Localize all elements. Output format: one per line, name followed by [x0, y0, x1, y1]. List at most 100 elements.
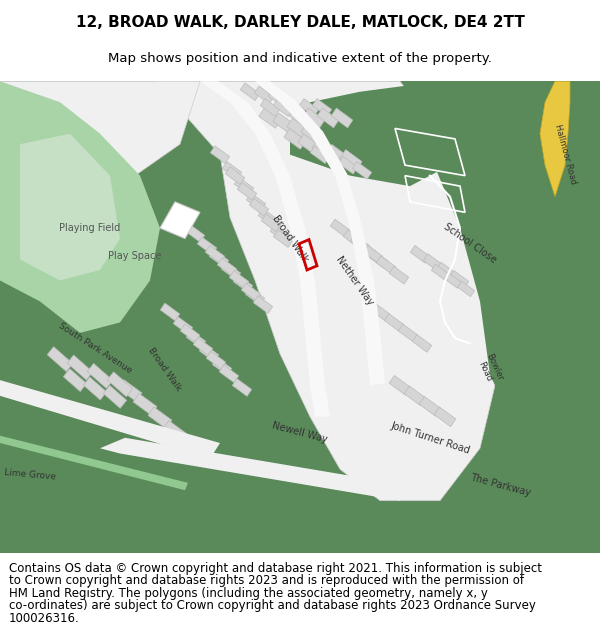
Bar — [312, 139, 334, 160]
Bar — [356, 240, 376, 258]
Bar — [273, 113, 295, 134]
Bar — [274, 230, 293, 248]
Bar — [205, 246, 224, 263]
Bar — [298, 134, 320, 154]
Bar — [217, 258, 236, 276]
Bar — [232, 379, 251, 396]
Bar — [268, 89, 287, 107]
Text: Newell Way: Newell Way — [271, 421, 329, 445]
Text: Contains OS data © Crown copyright and database right 2021. This information is : Contains OS data © Crown copyright and d… — [9, 562, 542, 575]
Bar — [370, 303, 389, 321]
Bar — [338, 156, 358, 174]
Bar — [212, 357, 232, 376]
Bar — [289, 108, 311, 128]
Bar — [301, 123, 323, 144]
Bar — [299, 99, 319, 116]
Bar — [385, 314, 404, 331]
Bar — [326, 144, 348, 165]
Bar — [410, 246, 430, 263]
Bar — [398, 324, 418, 342]
Bar — [331, 108, 353, 128]
Bar — [253, 296, 272, 314]
Polygon shape — [20, 134, 120, 281]
Bar — [274, 99, 293, 116]
Polygon shape — [0, 380, 220, 459]
Bar — [235, 177, 254, 195]
Polygon shape — [0, 81, 160, 333]
Bar — [187, 331, 206, 348]
Bar — [220, 365, 239, 382]
Text: Nether Way: Nether Way — [334, 254, 376, 307]
Polygon shape — [160, 202, 200, 239]
Bar — [350, 235, 370, 252]
Bar — [286, 99, 305, 116]
Bar — [245, 288, 265, 305]
Bar — [271, 224, 290, 242]
Bar — [352, 161, 371, 179]
Text: The Parkway: The Parkway — [469, 472, 532, 498]
Bar — [436, 262, 455, 280]
Polygon shape — [540, 81, 570, 197]
Bar — [209, 249, 229, 268]
Bar — [223, 161, 242, 179]
Bar — [262, 214, 281, 232]
Text: Hallmoor Road: Hallmoor Road — [553, 124, 577, 186]
Bar — [389, 266, 409, 284]
Bar — [173, 317, 193, 334]
Bar — [343, 230, 362, 248]
Polygon shape — [200, 81, 330, 417]
Bar — [250, 198, 269, 216]
Text: 12, BROAD WALK, DARLEY DALE, MATLOCK, DE4 2TT: 12, BROAD WALK, DARLEY DALE, MATLOCK, DE… — [76, 15, 524, 30]
Bar — [229, 271, 248, 288]
Bar — [325, 151, 344, 169]
Bar — [313, 99, 332, 116]
Polygon shape — [430, 81, 600, 469]
Bar — [449, 271, 469, 288]
Text: Broad Walk: Broad Walk — [147, 346, 183, 393]
Bar — [259, 209, 278, 226]
Bar — [340, 149, 362, 170]
Bar — [431, 264, 449, 280]
Bar — [226, 167, 245, 184]
Bar — [419, 396, 441, 416]
Text: Play Space: Play Space — [109, 251, 161, 261]
Text: Playing Field: Playing Field — [59, 223, 121, 233]
Bar — [370, 251, 389, 268]
Bar — [445, 272, 461, 288]
Text: co-ordinates) are subject to Crown copyright and database rights 2023 Ordnance S: co-ordinates) are subject to Crown copyr… — [9, 599, 536, 612]
Text: HM Land Registry. The polygons (including the associated geometry, namely x, y: HM Land Registry. The polygons (includin… — [9, 587, 488, 600]
Polygon shape — [100, 438, 405, 501]
Bar — [185, 224, 205, 242]
Bar — [211, 146, 230, 164]
Bar — [83, 377, 107, 400]
Bar — [47, 347, 73, 372]
Bar — [107, 372, 133, 397]
Bar — [103, 386, 127, 408]
Bar — [233, 275, 253, 292]
Bar — [181, 324, 200, 342]
Polygon shape — [0, 81, 200, 259]
Text: Bowler
Road: Bowler Road — [475, 352, 505, 387]
Text: 100026316.: 100026316. — [9, 612, 80, 625]
Text: School Close: School Close — [442, 222, 498, 266]
Bar — [64, 369, 86, 391]
Bar — [317, 108, 339, 128]
Bar — [193, 338, 212, 356]
Bar — [238, 182, 257, 200]
Bar — [254, 86, 274, 104]
Bar — [118, 379, 142, 401]
Polygon shape — [290, 81, 470, 186]
Text: Lime Grove: Lime Grove — [4, 468, 56, 481]
Text: John Turner Road: John Turner Road — [389, 420, 471, 456]
Bar — [303, 108, 325, 128]
Text: Map shows position and indicative extent of the property.: Map shows position and indicative extent… — [108, 52, 492, 65]
Bar — [412, 334, 431, 352]
Polygon shape — [155, 81, 500, 501]
Bar — [206, 351, 226, 369]
Bar — [259, 107, 281, 128]
Bar — [424, 254, 443, 271]
Bar — [241, 83, 260, 101]
Bar — [133, 393, 157, 415]
Bar — [87, 364, 113, 388]
Bar — [163, 421, 187, 442]
